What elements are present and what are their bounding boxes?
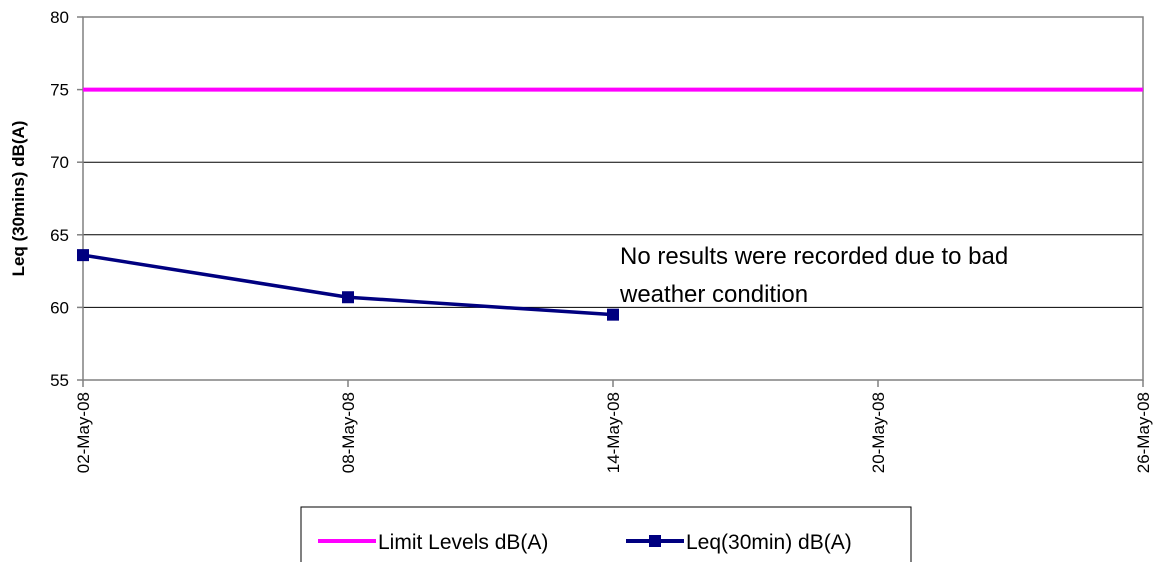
data-point [607, 308, 619, 321]
legend-label-leq: Leq(30min) dB(A) [686, 531, 852, 554]
legend: Limit Levels dB(A) Leq(30min) dB(A) [300, 506, 912, 562]
y-tick-label: 60 [50, 298, 69, 317]
annotation-text: No results were recorded due to bad weat… [619, 243, 1015, 308]
y-axis-title: Leq (30mins) dB(A) [9, 121, 28, 277]
x-axis-labels: 02-May-08 08-May-08 14-May-08 20-May-08 26-M… [74, 392, 1153, 473]
x-tick-label: 26-May-08 [1134, 392, 1153, 473]
x-axis-ticks [82, 380, 1144, 387]
legend-box [300, 506, 912, 562]
y-tick-label: 75 [50, 81, 69, 100]
x-tick-label: 08-May-08 [339, 392, 358, 473]
grid-lines [77, 16, 1143, 381]
y-tick-label: 65 [50, 226, 69, 245]
data-point [342, 291, 354, 304]
annotation-line-1: No results were recorded due to bad [620, 243, 1008, 270]
y-tick-label: 70 [50, 153, 69, 172]
series-line-1 [82, 253, 614, 317]
x-tick-label: 02-May-08 [74, 392, 93, 473]
data-point [77, 249, 89, 262]
y-tick-label: 55 [50, 371, 69, 390]
y-tick-label: 80 [50, 8, 69, 27]
series-lines [77, 87, 1143, 321]
legend-marker-leq [649, 535, 661, 547]
plot-area [82, 16, 1144, 381]
legend-label-limit: Limit Levels dB(A) [378, 531, 548, 554]
x-tick-label: 14-May-08 [604, 392, 623, 473]
annotation-line-2: weather condition [619, 281, 808, 308]
y-axis-labels: 55 60 65 70 75 80 [50, 8, 69, 390]
x-tick-label: 20-May-08 [869, 392, 888, 473]
